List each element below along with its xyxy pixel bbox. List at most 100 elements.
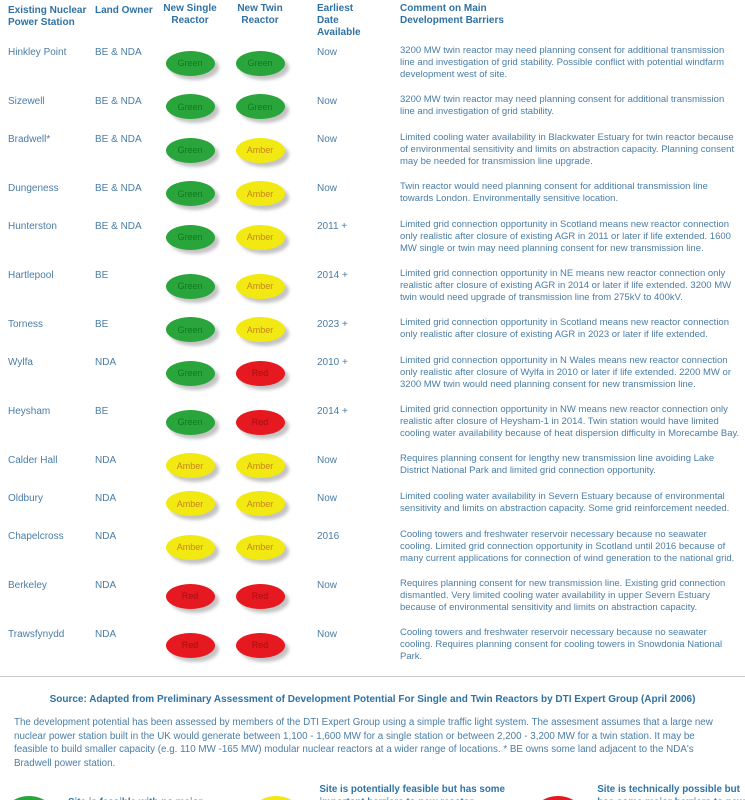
single-reactor-light-icon: Amber xyxy=(165,534,215,560)
green-light-icon: Green xyxy=(8,796,50,800)
single-reactor-light-icon: Green xyxy=(165,181,215,207)
twin-reactor-light-icon: Red xyxy=(235,632,285,658)
table-row: Chapelcross NDA Amber Amber 2016 Cooling… xyxy=(8,529,741,565)
comment-text: Limited grid connection opportunity in S… xyxy=(400,219,731,255)
land-owner: BE & NDA xyxy=(95,96,142,108)
table-header-row: Existing Nuclear Power Station Land Owne… xyxy=(8,3,741,38)
comment-text: Limited grid connection opportunity in S… xyxy=(400,317,729,341)
single-reactor-light-icon: Red xyxy=(165,632,215,658)
single-reactor-light-icon: Amber xyxy=(165,491,215,517)
earliest-date: 2011 + xyxy=(317,221,348,233)
comment-text: Limited grid connection opportunity in N… xyxy=(400,404,740,440)
earliest-date: Now xyxy=(317,134,338,146)
twin-reactor-cell: Red xyxy=(225,355,295,391)
land-owner: NDA xyxy=(95,493,117,505)
single-reactor-cell: Green xyxy=(155,355,225,391)
twin-reactor-light-icon: Amber xyxy=(235,317,285,343)
single-reactor-light-icon: Amber xyxy=(165,453,215,479)
earliest-date: Now xyxy=(317,493,338,505)
twin-reactor-light-icon: Amber xyxy=(235,491,285,517)
single-reactor-cell: Green xyxy=(155,404,225,440)
station-name: Berkeley xyxy=(8,580,47,592)
twin-reactor-cell: Red xyxy=(225,627,295,663)
single-reactor-cell: Amber xyxy=(155,529,225,565)
twin-reactor-cell: Amber xyxy=(225,219,295,255)
land-owner: BE & NDA xyxy=(95,183,142,195)
twin-reactor-cell: Amber xyxy=(225,317,295,343)
single-reactor-cell: Green xyxy=(155,317,225,343)
table-row: Bradwell* BE & NDA Green Amber Now Limit… xyxy=(8,132,741,168)
earliest-date: 2014 + xyxy=(317,406,348,418)
table-row: Dungeness BE & NDA Green Amber Now Twin … xyxy=(8,181,741,207)
legend-red-text: Site is technically possible but has som… xyxy=(597,784,745,800)
twin-reactor-light-icon: Amber xyxy=(235,273,285,299)
legend-amber-text: Site is potentially feasible but has som… xyxy=(319,784,505,800)
section-divider xyxy=(0,676,745,678)
station-name: Torness xyxy=(8,319,44,331)
twin-reactor-cell: Amber xyxy=(225,181,295,207)
twin-reactor-cell: Amber xyxy=(225,132,295,168)
header-new-single-reactor: New Single Reactor xyxy=(163,3,217,26)
earliest-date: Now xyxy=(317,183,338,195)
land-owner: BE xyxy=(95,406,109,418)
table-row: Wylfa NDA Green Red 2010 + Limited grid … xyxy=(8,355,741,391)
comment-text: Limited grid connection opportunity in N… xyxy=(400,268,732,304)
table-row: Heysham BE Green Red 2014 + Limited grid… xyxy=(8,404,741,440)
legend-item-green: Green Site is feasible with no major bar… xyxy=(8,796,255,800)
legend-item-amber: Amber Site is potentially feasible but h… xyxy=(255,784,537,800)
comment-text: Requires planning consent for new transm… xyxy=(400,578,726,614)
header-comment: Comment on Main Development Barriers xyxy=(377,3,741,38)
twin-reactor-light-icon: Amber xyxy=(235,534,285,560)
twin-reactor-cell: Red xyxy=(225,404,295,440)
station-name: Chapelcross xyxy=(8,531,64,543)
earliest-date: Now xyxy=(317,96,338,108)
land-owner: NDA xyxy=(95,629,117,641)
single-reactor-cell: Amber xyxy=(155,491,225,517)
header-new-twin-reactor: New Twin Reactor xyxy=(237,3,283,26)
single-reactor-light-icon: Green xyxy=(165,409,215,435)
twin-reactor-light-icon: Amber xyxy=(235,181,285,207)
table-row: Hartlepool BE Green Amber 2014 + Limited… xyxy=(8,268,741,304)
twin-reactor-cell: Green xyxy=(225,45,295,81)
station-name: Trawsfynydd xyxy=(8,629,65,641)
table-row: Berkeley NDA Red Red Now Requires planni… xyxy=(8,578,741,614)
table-body: Hinkley Point BE & NDA Green Green Now 3… xyxy=(8,45,741,663)
single-reactor-light-icon: Green xyxy=(165,94,215,120)
single-reactor-light-icon: Green xyxy=(165,273,215,299)
header-comment-label: Comment on Main Development Barriers xyxy=(400,3,504,26)
comment-text: 3200 MW twin reactor may need planning c… xyxy=(400,45,725,81)
twin-reactor-cell: Amber xyxy=(225,529,295,565)
twin-reactor-cell: Green xyxy=(225,94,295,120)
earliest-date: Now xyxy=(317,629,338,641)
table-row: Hinkley Point BE & NDA Green Green Now 3… xyxy=(8,45,741,81)
twin-reactor-light-icon: Green xyxy=(235,50,285,76)
comment-text: Cooling towers and freshwater reservoir … xyxy=(400,529,735,565)
twin-reactor-light-icon: Red xyxy=(235,409,285,435)
comment-text: Requires planning consent for lengthy ne… xyxy=(400,453,715,477)
land-owner: BE & NDA xyxy=(95,47,142,59)
legend-green-text: Site is feasible with no major barriers … xyxy=(68,797,238,800)
table-row: Torness BE Green Amber 2023 + Limited gr… xyxy=(8,317,741,343)
station-name: Hartlepool xyxy=(8,270,54,282)
land-owner: NDA xyxy=(95,531,117,543)
single-reactor-cell: Red xyxy=(155,627,225,663)
earliest-date: Now xyxy=(317,47,338,59)
land-owner: NDA xyxy=(95,580,117,592)
single-reactor-light-icon: Green xyxy=(165,360,215,386)
station-name: Heysham xyxy=(8,406,51,418)
single-reactor-cell: Green xyxy=(155,268,225,304)
land-owner: BE & NDA xyxy=(95,221,142,233)
single-reactor-light-icon: Green xyxy=(165,317,215,343)
land-owner: BE xyxy=(95,270,109,282)
table-row: Hunterston BE & NDA Green Amber 2011 + L… xyxy=(8,219,741,255)
comment-text: Twin reactor would need planning consent… xyxy=(400,181,708,205)
header-earliest-date: Earliest Date Available xyxy=(317,3,361,38)
twin-reactor-light-icon: Amber xyxy=(235,137,285,163)
single-reactor-light-icon: Green xyxy=(165,224,215,250)
single-reactor-light-icon: Green xyxy=(165,50,215,76)
earliest-date: 2014 + xyxy=(317,270,348,282)
station-name: Calder Hall xyxy=(8,455,58,467)
notes-paragraph: The development potential has been asses… xyxy=(14,717,713,769)
station-name: Hinkley Point xyxy=(8,47,67,59)
